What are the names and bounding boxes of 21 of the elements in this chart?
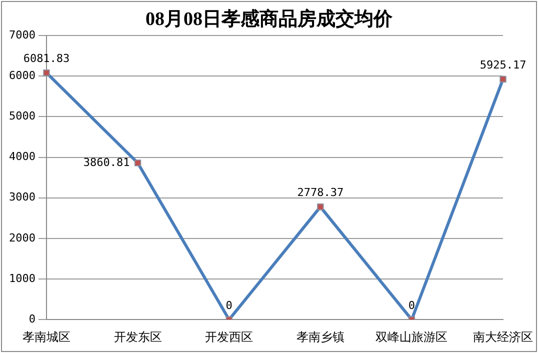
data-label: 5925.17: [480, 58, 526, 72]
data-label: 2778.37: [297, 186, 344, 200]
chart-title: 08月08日孝感商品房成交均价: [146, 9, 392, 30]
x-tick-label: 孝南乡镇: [296, 330, 344, 344]
data-label: 3860.81: [83, 156, 130, 169]
y-tick-label: 7000: [8, 28, 36, 42]
data-label: 0: [226, 298, 232, 312]
y-tick-label: 3000: [8, 190, 36, 204]
data-label: 6081.83: [23, 52, 70, 66]
x-tick-label: 孝南城区: [22, 330, 70, 344]
y-tick-label: 1000: [8, 272, 36, 285]
y-tick-label: 2000: [8, 231, 36, 244]
data-label: 0: [408, 298, 416, 312]
x-tick-label: 开发东区: [114, 330, 162, 344]
x-tick-label: 南大经济区: [473, 330, 533, 344]
y-tick-label: 5000: [8, 110, 36, 123]
y-tick-label: 0: [28, 312, 36, 326]
y-tick-label: 4000: [8, 150, 36, 164]
y-tick-label: 6000: [8, 69, 36, 82]
x-tick-label: 双峰山旅游区: [376, 330, 448, 344]
x-tick-label: 开发西区: [205, 330, 254, 344]
